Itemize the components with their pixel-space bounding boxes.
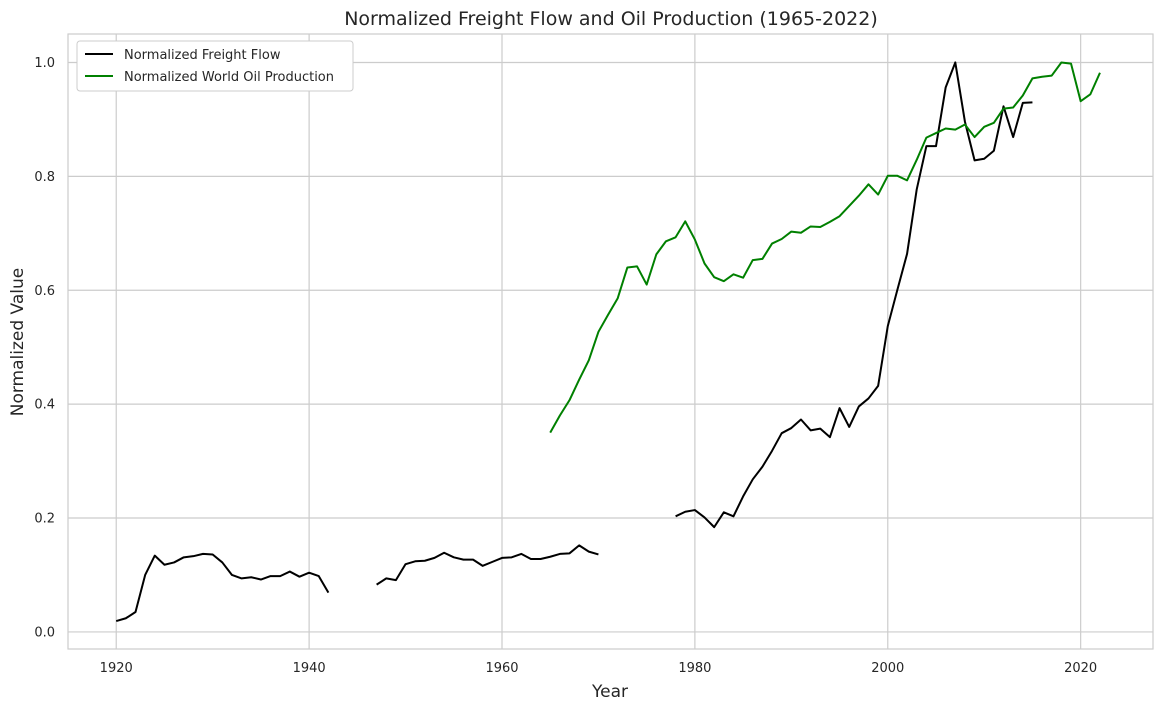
y-tick-label: 1.0 [34,56,55,71]
legend: Normalized Freight Flow Normalized World… [76,40,354,92]
chart-title: Normalized Freight Flow and Oil Producti… [344,8,878,30]
y-axis-label: Normalized Value [8,268,28,417]
y-axis-ticks: 0.0 0.2 0.4 0.6 0.8 1.0 [34,56,55,640]
series-layer [115,61,1101,623]
x-axis-label: Year [591,682,628,702]
y-tick-label: 0.2 [34,512,55,527]
x-tick-label: 1960 [485,661,518,676]
legend-label-oil: Normalized World Oil Production [124,70,334,85]
legend-label-freight: Normalized Freight Flow [124,48,281,63]
x-tick-label: 2020 [1064,661,1097,676]
x-tick-label: 1920 [100,661,133,676]
y-tick-label: 0.0 [34,625,55,640]
series-line-freight-flow [115,61,1033,623]
x-tick-label: 1980 [678,661,711,676]
plot-frame [67,33,1154,650]
x-tick-label: 1940 [293,661,326,676]
x-axis-ticks: 1920 1940 1960 1980 2000 2020 [100,661,1098,676]
series-line-oil-production [549,61,1101,434]
y-tick-label: 0.8 [34,170,55,185]
y-tick-label: 0.6 [34,284,55,299]
x-tick-label: 2000 [871,661,904,676]
y-tick-label: 0.4 [34,398,55,413]
legend-box [76,40,354,92]
